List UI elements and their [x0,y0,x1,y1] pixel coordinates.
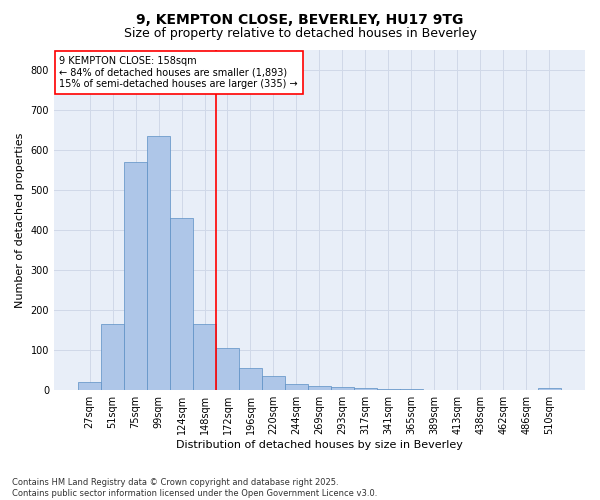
Bar [170,218,193,390]
Bar [239,368,262,390]
Bar [193,324,216,390]
X-axis label: Distribution of detached houses by size in Beverley: Distribution of detached houses by size … [176,440,463,450]
Bar [308,386,331,390]
Text: Contains HM Land Registry data © Crown copyright and database right 2025.
Contai: Contains HM Land Registry data © Crown c… [12,478,377,498]
Bar [101,324,124,390]
Bar [331,387,354,390]
Bar [78,382,101,390]
Bar [354,388,377,390]
Bar [262,376,285,390]
Bar [147,136,170,390]
Bar [377,389,400,390]
Bar [285,384,308,390]
Y-axis label: Number of detached properties: Number of detached properties [15,132,25,308]
Text: 9 KEMPTON CLOSE: 158sqm
← 84% of detached houses are smaller (1,893)
15% of semi: 9 KEMPTON CLOSE: 158sqm ← 84% of detache… [59,56,298,89]
Bar [216,348,239,390]
Bar [538,388,561,390]
Text: 9, KEMPTON CLOSE, BEVERLEY, HU17 9TG: 9, KEMPTON CLOSE, BEVERLEY, HU17 9TG [136,12,464,26]
Text: Size of property relative to detached houses in Beverley: Size of property relative to detached ho… [124,28,476,40]
Bar [124,162,147,390]
